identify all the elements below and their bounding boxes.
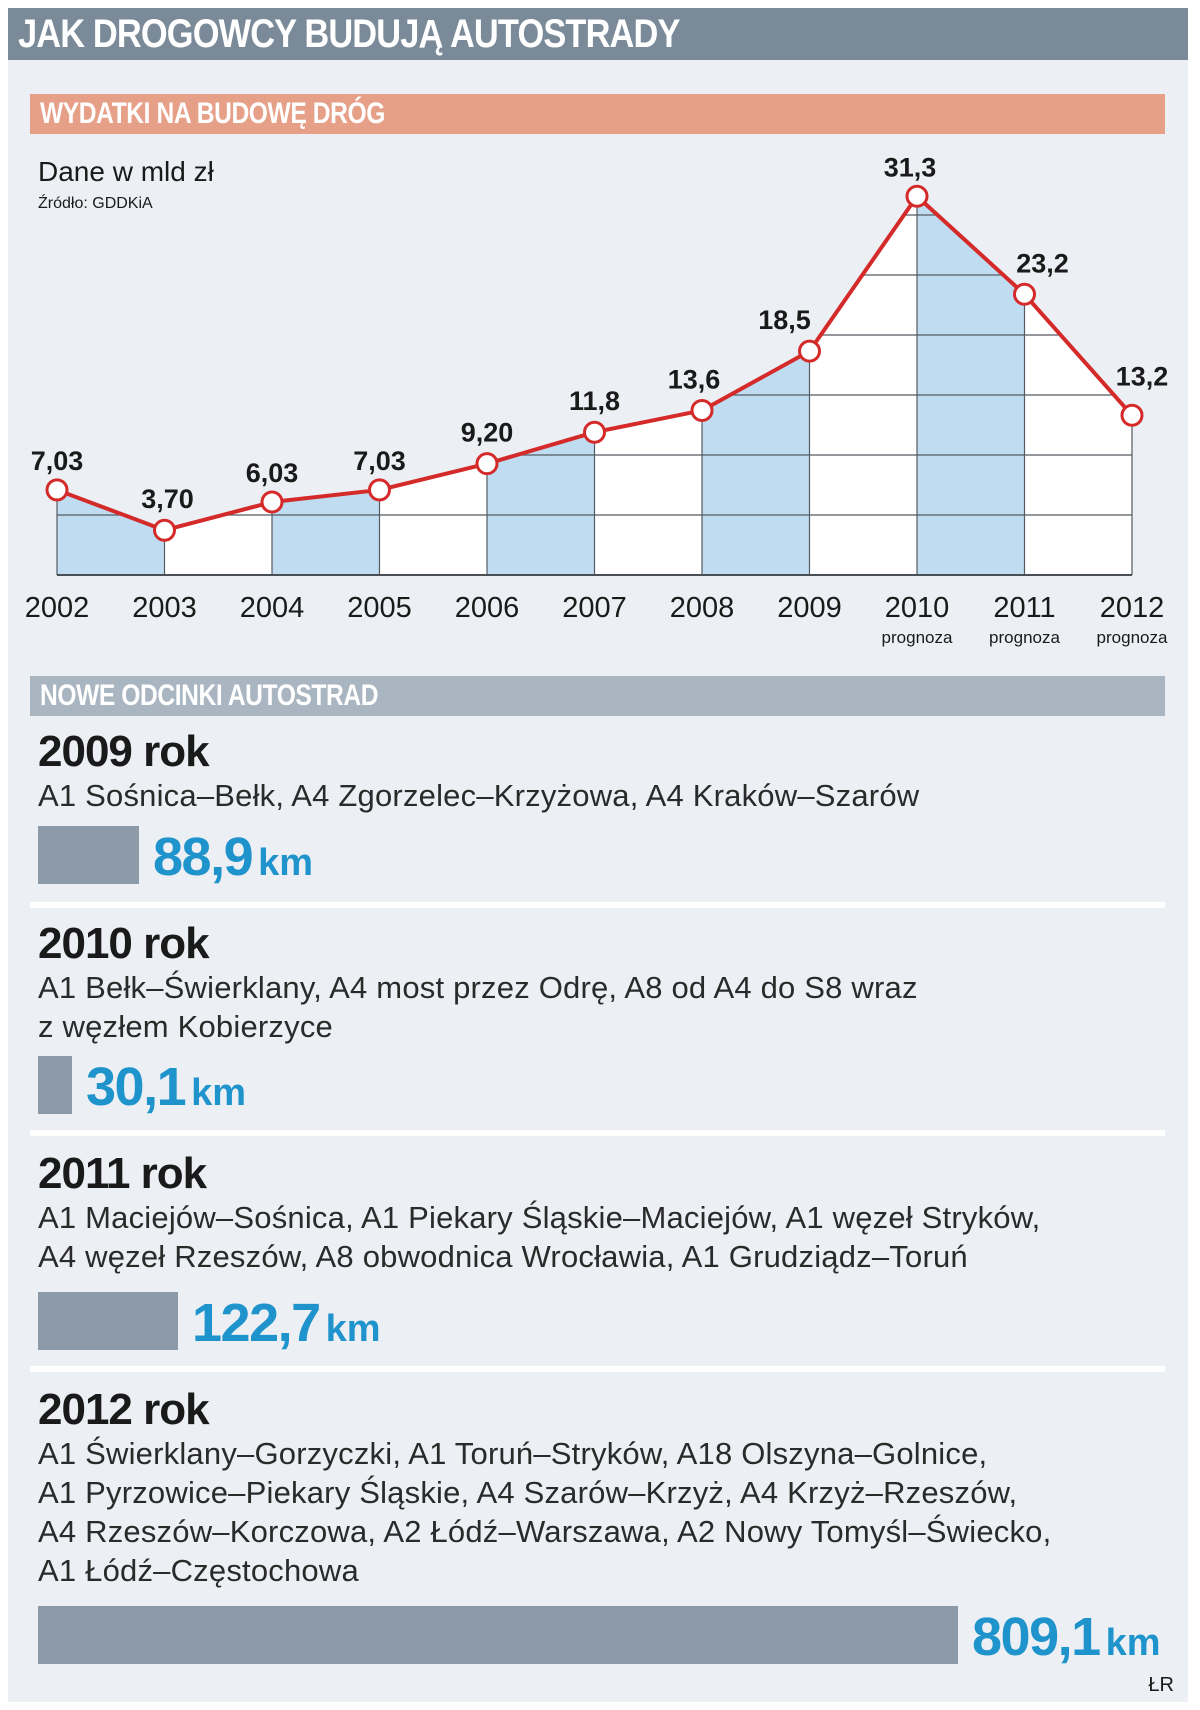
entry-desc-line: z węzłem Kobierzyce xyxy=(38,1009,333,1044)
km-bar xyxy=(38,1292,178,1350)
km-unit: km xyxy=(325,1308,381,1350)
km-bar xyxy=(38,1056,72,1114)
data-label: 18,5 xyxy=(758,305,811,335)
entry-desc-line: A1 Sośnica–Bełk, A4 Zgorzelec–Krzyżowa, … xyxy=(38,778,920,813)
entry-desc-line: A1 Maciejów–Sośnica, A1 Piekary Śląskie–… xyxy=(38,1200,1041,1235)
km-unit: km xyxy=(258,842,314,884)
data-label: 31,3 xyxy=(884,152,937,182)
km-number: 30,1 xyxy=(86,1057,187,1117)
data-label: 23,2 xyxy=(1016,248,1069,278)
km-value-label: 809,1 km xyxy=(972,1606,1161,1668)
x-tick-label: 2011 xyxy=(993,592,1055,624)
chart-column-fill xyxy=(917,196,1025,575)
main-title: JAK DROGOWCY BUDUJĄ AUTOSTRADY xyxy=(18,12,680,56)
km-value-label: 122,7 km xyxy=(192,1292,381,1354)
data-point xyxy=(1013,282,1036,306)
x-tick-label: 2010 xyxy=(885,592,950,624)
km-unit: km xyxy=(191,1072,247,1114)
entry-year: 2011 rok xyxy=(38,1149,207,1198)
x-tick-label: 2007 xyxy=(562,592,627,624)
entry-desc-line: A1 Łódź–Częstochowa xyxy=(38,1553,359,1588)
data-point xyxy=(690,398,714,422)
km-value-label: 88,9 km xyxy=(153,826,313,888)
data-point xyxy=(475,452,499,476)
entry-year: 2012 rok xyxy=(38,1385,210,1434)
data-label: 11,8 xyxy=(569,386,620,416)
x-tick-label: 2003 xyxy=(132,592,197,624)
data-label: 13,6 xyxy=(668,364,721,394)
section-entry-2011: 2011 rok A1 Maciejów–Sośnica, A1 Piekary… xyxy=(38,1150,1178,1276)
x-tick-label: 2004 xyxy=(240,592,305,624)
entry-desc-line: A1 Pyrzowice–Piekary Śląskie, A4 Szarów–… xyxy=(38,1475,1018,1510)
entry-desc-line: A4 Rzeszów–Korczowa, A2 Łódź–Warszawa, A… xyxy=(38,1514,1052,1549)
data-label: 6,03 xyxy=(246,458,299,488)
author-credit: ŁR xyxy=(1148,1674,1174,1696)
entry-year: 2010 rok xyxy=(38,919,210,968)
section-entry-2009: 2009 rok A1 Sośnica–Bełk, A4 Zgorzelec–K… xyxy=(38,728,1178,815)
chart-column-fill xyxy=(702,351,810,575)
x-tick-label: 2002 xyxy=(25,592,90,624)
data-label: 7,03 xyxy=(353,446,406,476)
chart-area xyxy=(57,196,1132,575)
main-title-bar: JAK DROGOWCY BUDUJĄ AUTOSTRADY xyxy=(8,8,1188,60)
km-bar xyxy=(38,826,139,884)
km-unit: km xyxy=(1105,1622,1161,1664)
chart-column-fill xyxy=(57,489,165,575)
x-tick-sublabel: prognoza xyxy=(1097,628,1168,647)
data-point xyxy=(368,478,391,502)
spending-line-chart: 7,03 3,70 6,03 7,03 9,20 11,8 13,6 18,5 31,3 23,2… xyxy=(25,152,1169,647)
data-label: 13,2 xyxy=(1116,361,1169,391)
sections-heading-bar: NOWE ODCINKI AUTOSTRAD xyxy=(30,676,1165,716)
spending-heading-bar: WYDATKI NA BUDOWĘ DRÓG xyxy=(30,94,1165,134)
km-bar xyxy=(38,1606,958,1664)
x-tick-label: 2006 xyxy=(455,592,520,624)
data-point xyxy=(1120,403,1144,427)
km-value-label: 30,1 km xyxy=(86,1056,246,1118)
data-point xyxy=(260,490,284,514)
entry-year: 2009 rok xyxy=(38,727,210,776)
x-tick-label: 2012 xyxy=(1100,592,1165,624)
data-label: 7,03 xyxy=(31,446,84,476)
entry-desc-line: A1 Świerklany–Gorzyczki, A1 Toruń–Strykó… xyxy=(38,1436,988,1471)
divider xyxy=(30,902,1165,908)
km-number: 809,1 xyxy=(972,1607,1101,1667)
entry-desc-line: A1 Bełk–Świerklany, A4 most przez Odrę, … xyxy=(38,970,918,1005)
data-point xyxy=(583,420,606,444)
data-point xyxy=(153,518,176,542)
divider xyxy=(30,1366,1165,1372)
section-entry-2010: 2010 rok A1 Bełk–Świerklany, A4 most prz… xyxy=(38,920,1178,1046)
data-point xyxy=(905,184,929,208)
km-number: 88,9 xyxy=(153,827,254,887)
data-point xyxy=(45,478,69,502)
x-tick-sublabel: prognoza xyxy=(989,628,1060,647)
sections-heading: NOWE ODCINKI AUTOSTRAD xyxy=(40,679,379,712)
divider xyxy=(30,1130,1165,1136)
data-point xyxy=(798,339,821,363)
section-entry-2012: 2012 rok A1 Świerklany–Gorzyczki, A1 Tor… xyxy=(38,1386,1178,1590)
chart-column-fill xyxy=(272,489,380,575)
chart-source: Źródło: GDDKiA xyxy=(38,195,153,212)
x-tick-label: 2009 xyxy=(777,592,842,624)
chart-units: Dane w mld zł xyxy=(38,156,214,187)
chart-column-fill xyxy=(487,432,595,575)
x-tick-sublabel: prognoza xyxy=(882,628,953,647)
entry-desc-line: A4 węzeł Rzeszów, A8 obwodnica Wrocławia… xyxy=(38,1239,968,1274)
km-number: 122,7 xyxy=(192,1293,321,1353)
x-tick-label: 2008 xyxy=(670,592,735,624)
data-label: 9,20 xyxy=(461,418,514,448)
spending-heading: WYDATKI NA BUDOWĘ DRÓG xyxy=(40,97,385,130)
x-tick-label: 2005 xyxy=(347,592,412,624)
data-label: 3,70 xyxy=(141,484,194,514)
